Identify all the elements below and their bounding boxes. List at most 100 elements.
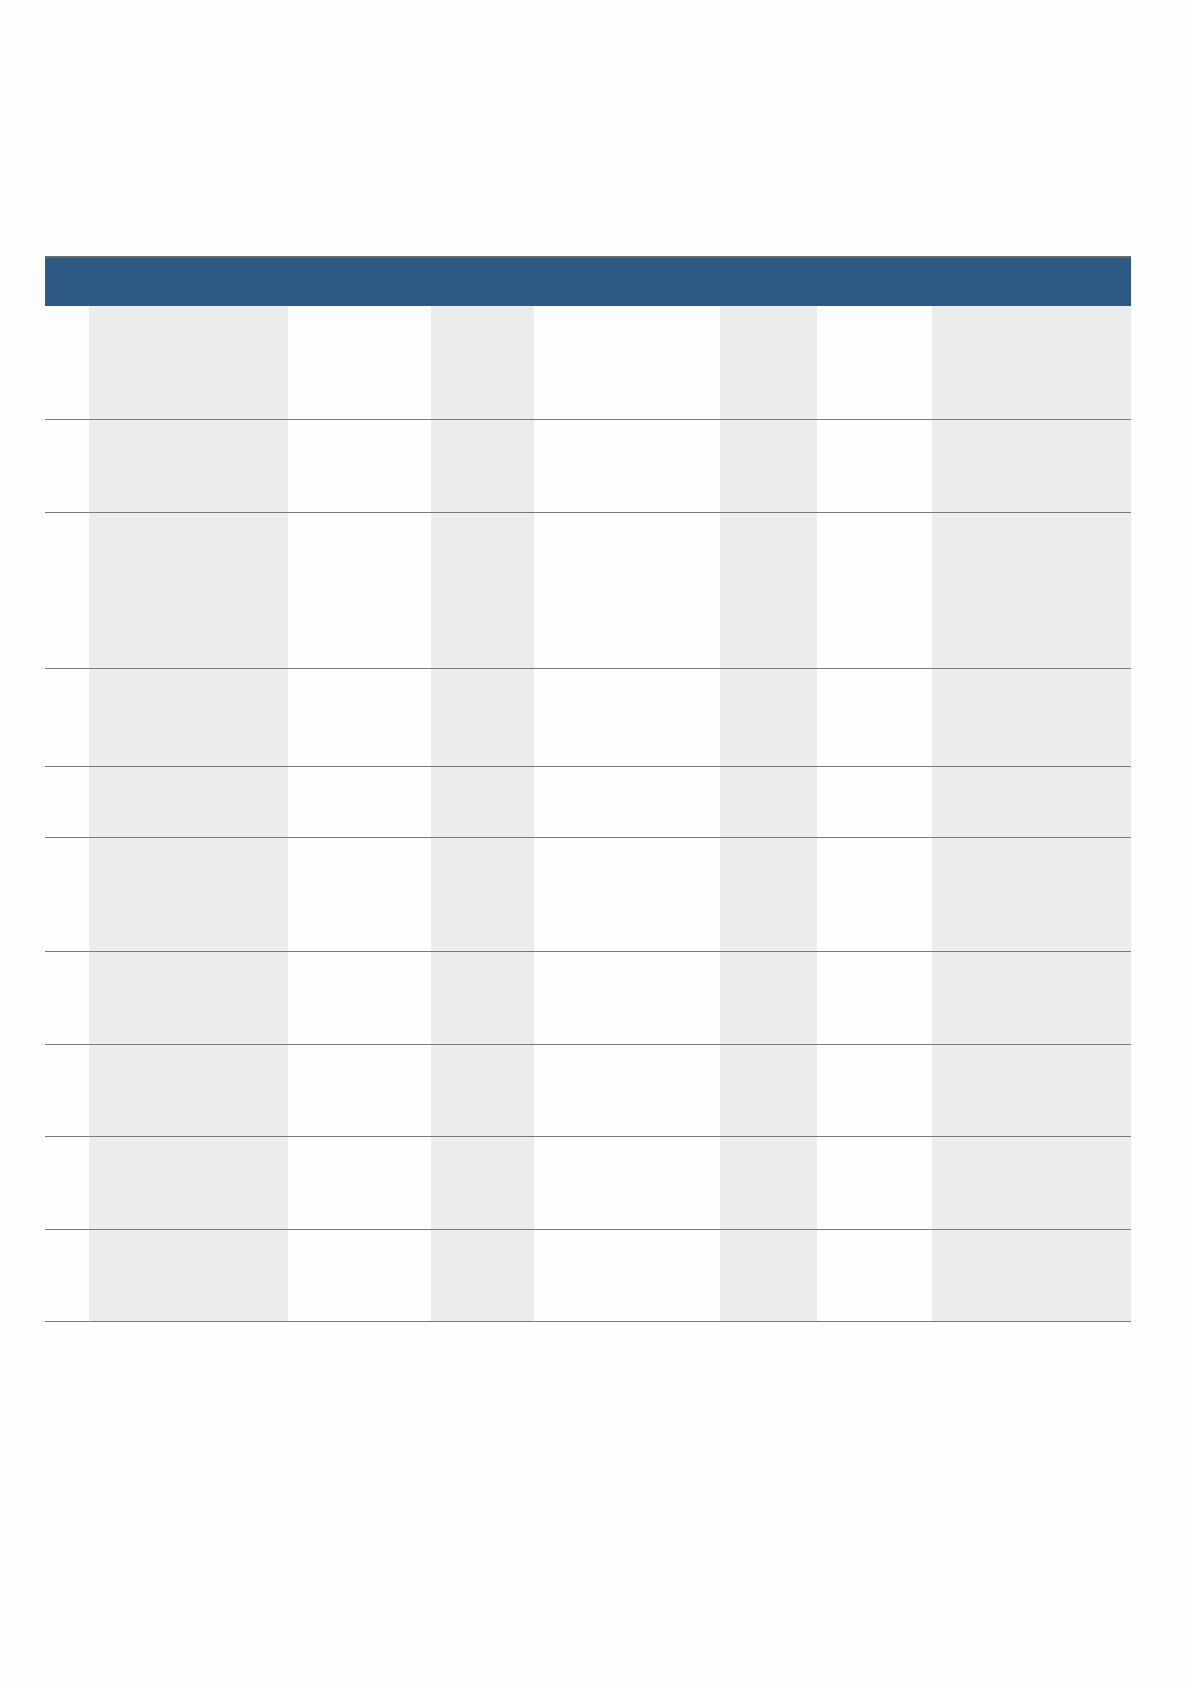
table-cell — [45, 1229, 89, 1322]
table-cell — [720, 837, 817, 952]
table-cell — [288, 766, 431, 838]
table-cell — [720, 306, 817, 420]
table-cell — [45, 668, 89, 767]
table-row — [45, 512, 1131, 669]
table-cell — [45, 766, 89, 838]
table-cell — [431, 512, 534, 669]
table-cell — [89, 668, 288, 767]
table-cell — [817, 1044, 932, 1137]
table-cell — [288, 951, 431, 1045]
table-cell — [932, 1044, 1131, 1137]
table-cell — [89, 766, 288, 838]
table-cell — [932, 1229, 1131, 1322]
table-cell — [817, 837, 932, 952]
table-cell — [431, 306, 534, 420]
table-cell — [45, 512, 89, 669]
table-cell — [431, 419, 534, 513]
table-cell — [288, 1136, 431, 1230]
table-cell — [288, 419, 431, 513]
table-cell — [720, 951, 817, 1045]
table-cell — [932, 668, 1131, 767]
table-cell — [817, 766, 932, 838]
table-cell — [431, 1044, 534, 1137]
table-cell — [431, 766, 534, 838]
table-cell — [534, 837, 720, 952]
table-cell — [932, 1136, 1131, 1230]
table-cell — [45, 951, 89, 1045]
table-cell — [932, 837, 1131, 952]
table-cell — [288, 1044, 431, 1137]
table-header-cell — [720, 256, 817, 306]
table-cell — [534, 419, 720, 513]
table-cell — [534, 1229, 720, 1322]
table-cell — [89, 512, 288, 669]
table-cell — [534, 1136, 720, 1230]
table-cell — [534, 766, 720, 838]
table-cell — [431, 837, 534, 952]
table-cell — [720, 1044, 817, 1137]
table-header-cell — [534, 256, 720, 306]
table-row — [45, 1136, 1131, 1230]
table-header-cell — [817, 256, 932, 306]
table-cell — [932, 306, 1131, 420]
table-cell — [431, 668, 534, 767]
table-cell — [89, 419, 288, 513]
table-cell — [534, 306, 720, 420]
table-cell — [534, 1044, 720, 1137]
table-cell — [534, 668, 720, 767]
table-cell — [817, 1136, 932, 1230]
table-row — [45, 1229, 1131, 1322]
table-header-row — [45, 256, 1131, 306]
table-cell — [45, 419, 89, 513]
table-cell — [817, 306, 932, 420]
table-header-cell — [431, 256, 534, 306]
table-cell — [932, 512, 1131, 669]
table-cell — [534, 512, 720, 669]
table-cell — [932, 766, 1131, 838]
table-row — [45, 1044, 1131, 1137]
table-cell — [45, 837, 89, 952]
table-header-cell — [288, 256, 431, 306]
table-cell — [932, 951, 1131, 1045]
table-cell — [720, 1229, 817, 1322]
table-cell — [431, 1136, 534, 1230]
table-header-cell — [932, 256, 1131, 306]
table-row — [45, 951, 1131, 1045]
table-cell — [720, 766, 817, 838]
table-cell — [817, 951, 932, 1045]
table-row — [45, 419, 1131, 513]
table-cell — [431, 951, 534, 1045]
table-cell — [720, 1136, 817, 1230]
table-cell — [288, 837, 431, 952]
table-cell — [288, 512, 431, 669]
table-cell — [720, 668, 817, 767]
table-cell — [89, 951, 288, 1045]
table-cell — [534, 951, 720, 1045]
table-row — [45, 766, 1131, 838]
table-row — [45, 306, 1131, 420]
table-cell — [817, 668, 932, 767]
table-cell — [817, 512, 932, 669]
data-table — [45, 256, 1131, 1322]
table-cell — [288, 668, 431, 767]
table-cell — [288, 1229, 431, 1322]
table-cell — [720, 419, 817, 513]
table-cell — [45, 1044, 89, 1137]
table-cell — [89, 837, 288, 952]
table-header-cell — [45, 256, 89, 306]
table-cell — [288, 306, 431, 420]
table-row — [45, 837, 1131, 952]
table-cell — [45, 1136, 89, 1230]
table-cell — [89, 306, 288, 420]
table-cell — [431, 1229, 534, 1322]
table-header-cell — [89, 256, 288, 306]
table-cell — [720, 512, 817, 669]
table-cell — [932, 419, 1131, 513]
table-cell — [89, 1044, 288, 1137]
table-cell — [817, 419, 932, 513]
table-row — [45, 668, 1131, 767]
table-cell — [89, 1136, 288, 1230]
table-cell — [817, 1229, 932, 1322]
table-cell — [89, 1229, 288, 1322]
table-cell — [45, 306, 89, 420]
